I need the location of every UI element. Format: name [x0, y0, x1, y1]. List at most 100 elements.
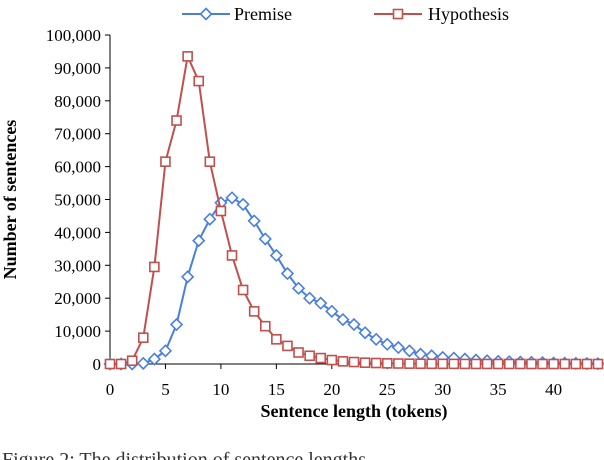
legend-label-premise: Premise: [234, 4, 292, 24]
hypothesis-point: [393, 358, 404, 369]
hypothesis-point: [104, 358, 116, 370]
legend: Premise Hypothesis: [182, 4, 509, 24]
hypothesis-point: [137, 332, 149, 343]
hypothesis-point: [237, 284, 249, 296]
premise-point: [358, 326, 372, 340]
x-tick-label: 35: [490, 380, 507, 399]
y-ticks: 0 10,000 20,000 30,000 40,000 50,000 60,000 70,…: [46, 26, 110, 374]
hypothesis-point: [126, 355, 138, 367]
legend-label-hypothesis: Hypothesis: [428, 4, 509, 24]
hypothesis-point: [248, 306, 260, 317]
series-layer: [103, 51, 604, 371]
premise-point: [192, 233, 206, 248]
x-ticks: 0 5 10 15 20 25 30 35 40: [106, 364, 562, 399]
x-tick-label: 40: [545, 380, 562, 399]
premise-point: [158, 344, 173, 358]
premise-point: [147, 352, 161, 366]
x-axis-title: Sentence length (tokens): [261, 401, 448, 422]
hypothesis-point: [381, 358, 393, 369]
x-tick-label: 10: [212, 380, 229, 399]
y-axis-title: Number of sentences: [0, 120, 20, 280]
premise-point: [347, 317, 361, 332]
figure-caption: Figure 2: The distribution of sentence l…: [2, 449, 367, 460]
premise-point: [413, 347, 428, 361]
premise-point: [336, 312, 350, 327]
y-tick-label: 40,000: [54, 223, 101, 242]
hypothesis-point: [271, 334, 282, 345]
hypothesis-point: [226, 250, 238, 261]
hypothesis-point: [581, 358, 593, 370]
hypothesis-point: [160, 156, 171, 167]
hypothesis-point: [348, 356, 360, 368]
hypothesis-point: [415, 358, 426, 370]
hypothesis-point: [115, 358, 127, 370]
hypothesis-point: [503, 358, 515, 370]
hypothesis-point: [404, 358, 415, 369]
premise-point: [269, 248, 283, 263]
hypothesis-point: [359, 357, 371, 368]
hypothesis-point: [481, 358, 493, 370]
y-tick-label: 60,000: [54, 158, 101, 177]
premise-point: [247, 214, 261, 228]
premise-point: [402, 344, 417, 358]
y-tick-label: 70,000: [54, 125, 101, 144]
hypothesis-point: [548, 358, 559, 370]
x-tick-label: 15: [268, 380, 285, 399]
hypothesis-point: [326, 354, 338, 366]
hypothesis-point: [526, 358, 537, 370]
y-tick-label: 50,000: [54, 191, 101, 210]
hypothesis-point: [426, 358, 437, 370]
y-tick-label: 20,000: [54, 289, 101, 308]
premise-point: [225, 191, 239, 205]
hypothesis-point: [448, 358, 460, 370]
hypothesis-point: [182, 51, 193, 62]
hypothesis-point: [592, 358, 604, 370]
hypothesis-point: [559, 358, 571, 370]
premise-point: [291, 281, 306, 295]
y-tick-label: 90,000: [54, 59, 101, 78]
premise-point: [280, 266, 295, 281]
hypothesis-point: [259, 320, 271, 332]
y-tick-label: 100,000: [46, 26, 101, 45]
premise-point: [236, 197, 250, 212]
premise-point: [258, 232, 272, 246]
hypothesis-point: [370, 357, 382, 369]
premise-point: [325, 304, 339, 318]
hypothesis-point: [459, 358, 471, 370]
series-premise: [103, 191, 604, 371]
hypothesis-point: [470, 358, 482, 370]
y-tick-label: 0: [93, 355, 102, 374]
premise-point: [369, 332, 383, 346]
x-tick-label: 5: [161, 380, 170, 399]
hypothesis-point: [193, 75, 205, 87]
premise-point: [203, 212, 217, 226]
x-tick-label: 30: [434, 380, 451, 399]
hypothesis-point: [570, 358, 582, 370]
premise-point: [380, 337, 394, 351]
series-hypothesis: [104, 51, 604, 370]
hypothesis-point: [337, 356, 349, 367]
x-tick-label: 0: [106, 380, 115, 399]
hypothesis-point: [204, 156, 216, 167]
hypothesis-point: [215, 205, 227, 217]
x-tick-label: 20: [323, 380, 340, 399]
premise-point: [169, 317, 184, 332]
y-tick-label: 30,000: [54, 256, 101, 275]
premise-point: [181, 270, 195, 284]
x-tick-label: 25: [379, 380, 396, 399]
premise-point: [314, 296, 328, 310]
premise-point: [136, 356, 150, 370]
hypothesis-point: [149, 261, 160, 273]
hypothesis-point: [304, 350, 315, 362]
premise-point: [391, 340, 405, 355]
hypothesis-point: [171, 115, 182, 126]
legend-marker-hypothesis: [392, 8, 404, 20]
hypothesis-point: [437, 358, 449, 370]
hypothesis-point: [537, 358, 548, 370]
y-tick-label: 80,000: [54, 92, 101, 111]
premise-line: [110, 196, 599, 365]
hypothesis-point: [492, 358, 504, 370]
legend-marker-premise: [199, 7, 213, 21]
premise-point: [303, 291, 317, 305]
